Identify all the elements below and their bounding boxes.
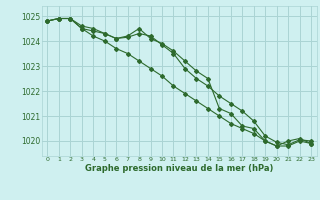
X-axis label: Graphe pression niveau de la mer (hPa): Graphe pression niveau de la mer (hPa) — [85, 164, 273, 173]
